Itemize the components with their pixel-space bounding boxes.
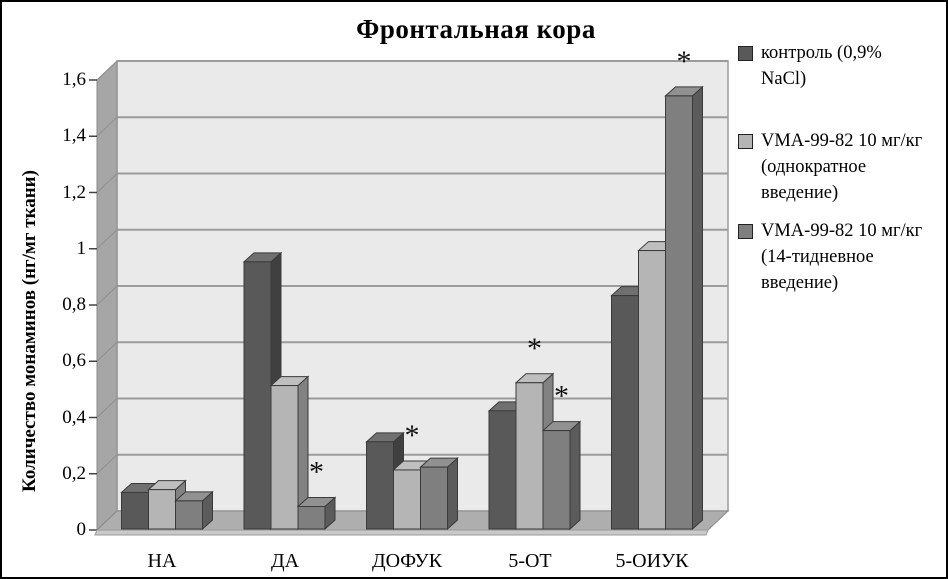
bar-2-1 [393, 469, 421, 530]
bar-0-1 [148, 489, 176, 530]
significance-asterisk: * [554, 380, 569, 413]
significance-asterisk: * [309, 456, 324, 489]
significance-asterisk: * [405, 419, 420, 452]
legend-item-single-dose: VMA-99-82 10 мг/кг (однократное введение… [738, 128, 922, 206]
y-tick-label: 1 [76, 238, 87, 259]
legend-item-14-day: VMA-99-82 10 мг/кг (14-тидневное введени… [738, 218, 922, 296]
wall-tick [96, 60, 118, 81]
bar-3-0 [488, 410, 517, 530]
x-category-label: НА [147, 550, 177, 572]
y-axis-title: Количество монаминов (нг/мг ткани) [19, 170, 40, 492]
y-tick-label: 0,2 [62, 463, 86, 484]
legend-label: VMA-99-82 10 мг/кг (однократное введение… [761, 131, 923, 203]
legend-label: контроль (0,9% NaCl) [761, 43, 882, 89]
significance-asterisk: * [677, 45, 692, 78]
legend-swatch-14-day [738, 224, 753, 239]
bar-3-1 [515, 382, 544, 530]
wall-tick [96, 116, 118, 137]
bar-side-4-2 [692, 85, 703, 531]
x-category-label: ДОФУК [371, 550, 443, 572]
y-tick-label: 0,4 [62, 407, 86, 428]
y-tick-label: 0,8 [62, 294, 86, 315]
x-category-label: ДА [270, 550, 300, 572]
y-tick-label: 0,6 [62, 350, 86, 371]
bar-1-1 [270, 385, 299, 530]
wall-tick [96, 398, 118, 418]
y-tick-label: 1,4 [62, 125, 86, 146]
wall-tick [96, 173, 118, 193]
bar-4-2 [665, 95, 693, 530]
bar-side-2-2 [447, 457, 458, 531]
plot-floor-edge [94, 529, 709, 536]
wall-tick [96, 285, 118, 306]
bar-3-2 [542, 430, 571, 530]
legend-item-control: контроль (0,9% NaCl) [738, 40, 882, 92]
x-category-label: 5-ОТ [508, 550, 552, 572]
legend-swatch-single-dose [738, 134, 753, 149]
significance-asterisk: * [527, 332, 542, 365]
bar-1-2 [297, 506, 326, 530]
legend-label: VMA-99-82 10 мг/кг (14-тидневное введени… [761, 221, 923, 293]
bar-0-2 [175, 500, 203, 530]
x-category-label: 5-ОИУК [615, 550, 689, 572]
bar-1-0 [243, 261, 272, 530]
chart-title: Фронтальная кора [356, 14, 596, 44]
y-tick-label: 0 [76, 519, 87, 540]
y-tick-label: 1,6 [62, 69, 86, 90]
wall-tick [96, 454, 118, 475]
bar-4-0 [611, 295, 639, 530]
wall-tick [96, 229, 118, 250]
bar-2-0 [366, 441, 394, 530]
wall-tick [96, 341, 118, 362]
bar-2-2 [420, 466, 448, 530]
legend-swatch-control [738, 46, 753, 61]
y-tick-label: 1,2 [62, 182, 86, 203]
bar-0-0 [121, 491, 149, 530]
bar-4-1 [638, 250, 666, 530]
bar-side-3-2 [569, 420, 581, 531]
